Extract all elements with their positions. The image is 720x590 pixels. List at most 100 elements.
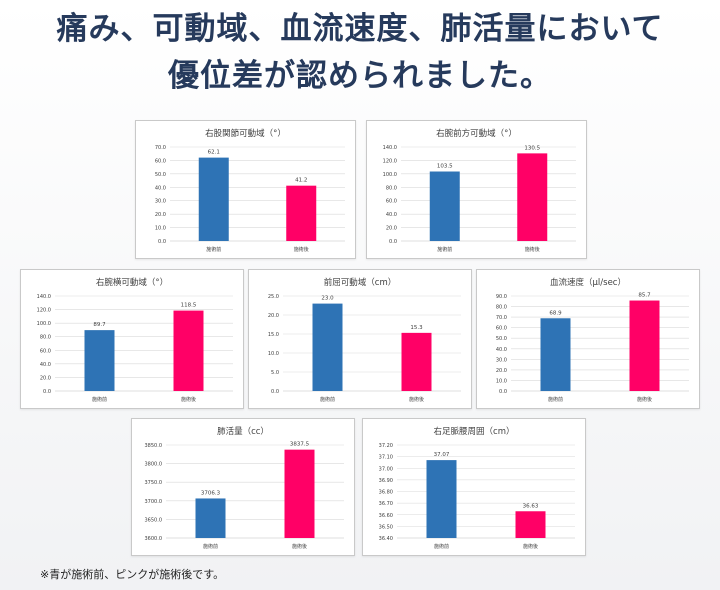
data-label: 103.5	[437, 164, 453, 170]
y-tick-label: 70.0	[155, 145, 166, 151]
category-label: 施術後	[523, 543, 538, 550]
chart-title: 右腕横可動域（°）	[96, 277, 168, 288]
y-tick-label: 60.0	[155, 158, 166, 164]
y-tick-label: 10.0	[268, 351, 279, 357]
y-tick-label: 0.0	[158, 239, 166, 245]
headline-line-1: 痛み、可動域、血流速度、肺活量において	[0, 6, 720, 53]
category-label: 施術後	[525, 246, 540, 253]
bar-before	[541, 318, 571, 391]
bar-before	[427, 460, 457, 538]
y-tick-label: 40.0	[155, 185, 166, 191]
category-label: 施術後	[409, 396, 424, 403]
bar-before	[85, 330, 115, 391]
chart-svg: 右腕前方可動域（°） 0.0 20.0 40.0 60.0 80.0 100.0 120.0 1…	[367, 121, 586, 258]
y-tick-label: 40.0	[496, 347, 507, 353]
bar-after	[285, 450, 315, 538]
y-tick-label: 20.0	[155, 212, 166, 218]
chart-svg: 右腕横可動域（°） 0.0 20.0 40.0 60.0 80.0 100.0 120.0 14…	[21, 270, 243, 408]
y-tick-label: 20.0	[496, 368, 507, 374]
y-tick-label: 3750.0	[145, 480, 163, 486]
chart-panel-hip-range: 右股関節可動域（°） 0.0 10.0 20.0 30.0 40.0 50.0 60.0 70.…	[135, 120, 356, 259]
chart-title: 血流速度（μl/sec）	[550, 277, 626, 288]
y-tick-label: 25.0	[268, 294, 279, 300]
y-tick-label: 80.0	[386, 185, 397, 191]
chart-panel-forward-bend-range: 前屈可動域（cm） 0.0 5.0 10.0 15.0 20.0 25.0 23.0 施術前 15…	[248, 269, 472, 409]
y-tick-label: 120.0	[37, 308, 51, 314]
y-tick-label: 140.0	[37, 294, 51, 300]
chart-svg: 血流速度（μl/sec） 0.0 10.0 20.0 30.0 40.0 50.0 60.0 7…	[477, 270, 699, 408]
headline-line-2: 優位差が認められました。	[0, 53, 720, 100]
bar-before	[199, 158, 229, 241]
y-tick-label: 37.20	[379, 443, 393, 449]
chart-title: 右股関節可動域（°）	[205, 128, 286, 139]
data-label: 37.07	[434, 452, 450, 458]
bar-before	[313, 304, 343, 391]
y-tick-label: 50.0	[155, 172, 166, 178]
bar-after	[517, 153, 547, 241]
chart-svg: 右足脈腰周囲（cm） 36.40 36.50 36.60 36.70 36.80 36.90…	[363, 419, 585, 555]
headline: 痛み、可動域、血流速度、肺活量において 優位差が認められました。	[0, 6, 720, 100]
data-label: 118.5	[181, 303, 197, 309]
chart-title: 肺活量（cc）	[217, 426, 269, 437]
y-tick-label: 10.0	[496, 378, 507, 384]
bar-after	[630, 301, 660, 391]
y-tick-label: 36.70	[379, 501, 393, 507]
y-tick-label: 0.0	[389, 239, 397, 245]
y-tick-label: 36.80	[379, 490, 393, 496]
data-label: 85.7	[638, 293, 651, 299]
y-tick-label: 100.0	[383, 172, 397, 178]
category-label: 施術前	[206, 246, 221, 253]
chart-svg: 肺活量（cc） 3600.0 3650.0 3700.0 3750.0 3800.0 385…	[132, 419, 354, 555]
chart-panel-lung-capacity: 肺活量（cc） 3600.0 3650.0 3700.0 3750.0 3800.0 385…	[131, 418, 355, 556]
category-label: 施術前	[320, 396, 335, 403]
y-tick-label: 80.0	[40, 335, 51, 341]
y-tick-label: 36.40	[379, 536, 393, 542]
y-tick-label: 36.60	[379, 513, 393, 519]
y-tick-label: 15.0	[268, 332, 279, 338]
chart-panel-arm-forward-range: 右腕前方可動域（°） 0.0 20.0 40.0 60.0 80.0 100.0 120.0 1…	[366, 120, 587, 259]
bar-after	[286, 186, 316, 241]
y-tick-label: 140.0	[383, 145, 397, 151]
y-tick-label: 20.0	[40, 375, 51, 381]
chart-panel-arm-side-range: 右腕横可動域（°） 0.0 20.0 40.0 60.0 80.0 100.0 120.0 14…	[20, 269, 244, 409]
data-label: 3706.3	[201, 490, 221, 496]
y-tick-label: 20.0	[268, 313, 279, 319]
y-tick-label: 36.50	[379, 524, 393, 530]
bar-after	[516, 511, 546, 538]
data-label: 15.3	[410, 325, 423, 331]
y-tick-label: 10.0	[155, 226, 166, 232]
bar-after	[174, 311, 204, 391]
y-tick-label: 90.0	[496, 294, 507, 300]
data-label: 130.5	[524, 145, 540, 151]
y-tick-label: 3800.0	[145, 462, 163, 468]
y-tick-label: 60.0	[386, 199, 397, 205]
y-tick-label: 40.0	[40, 362, 51, 368]
chart-svg: 右股関節可動域（°） 0.0 10.0 20.0 30.0 40.0 50.0 60.0 70.…	[136, 121, 355, 258]
y-tick-label: 0.0	[499, 389, 507, 395]
category-label: 施術前	[203, 543, 218, 550]
category-label: 施術後	[292, 543, 307, 550]
category-label: 施術前	[548, 396, 563, 403]
y-tick-label: 70.0	[496, 315, 507, 321]
y-tick-label: 80.0	[496, 305, 507, 311]
category-label: 施術前	[92, 396, 107, 403]
category-label: 施術後	[294, 246, 309, 253]
data-label: 41.2	[295, 178, 307, 184]
chart-svg: 前屈可動域（cm） 0.0 5.0 10.0 15.0 20.0 25.0 23.0 施術前 15…	[249, 270, 471, 408]
bar-before	[430, 172, 460, 241]
category-label: 施術前	[434, 543, 449, 550]
y-tick-label: 5.0	[271, 370, 279, 376]
y-tick-label: 100.0	[37, 321, 51, 327]
y-tick-label: 50.0	[496, 336, 507, 342]
bar-before	[196, 498, 226, 538]
data-label: 3837.5	[290, 442, 310, 448]
category-label: 施術後	[181, 396, 196, 403]
y-tick-label: 3600.0	[145, 536, 163, 542]
category-label: 施術後	[637, 396, 652, 403]
y-tick-label: 120.0	[383, 158, 397, 164]
y-tick-label: 3850.0	[145, 443, 163, 449]
bar-after	[402, 333, 432, 391]
chart-title: 前屈可動域（cm）	[324, 277, 396, 288]
chart-panel-blood-flow: 血流速度（μl/sec） 0.0 10.0 20.0 30.0 40.0 50.0 60.0 7…	[476, 269, 700, 409]
data-label: 68.9	[549, 310, 562, 316]
